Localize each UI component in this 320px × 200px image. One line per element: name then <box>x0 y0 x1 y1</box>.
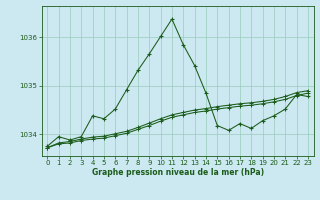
X-axis label: Graphe pression niveau de la mer (hPa): Graphe pression niveau de la mer (hPa) <box>92 168 264 177</box>
